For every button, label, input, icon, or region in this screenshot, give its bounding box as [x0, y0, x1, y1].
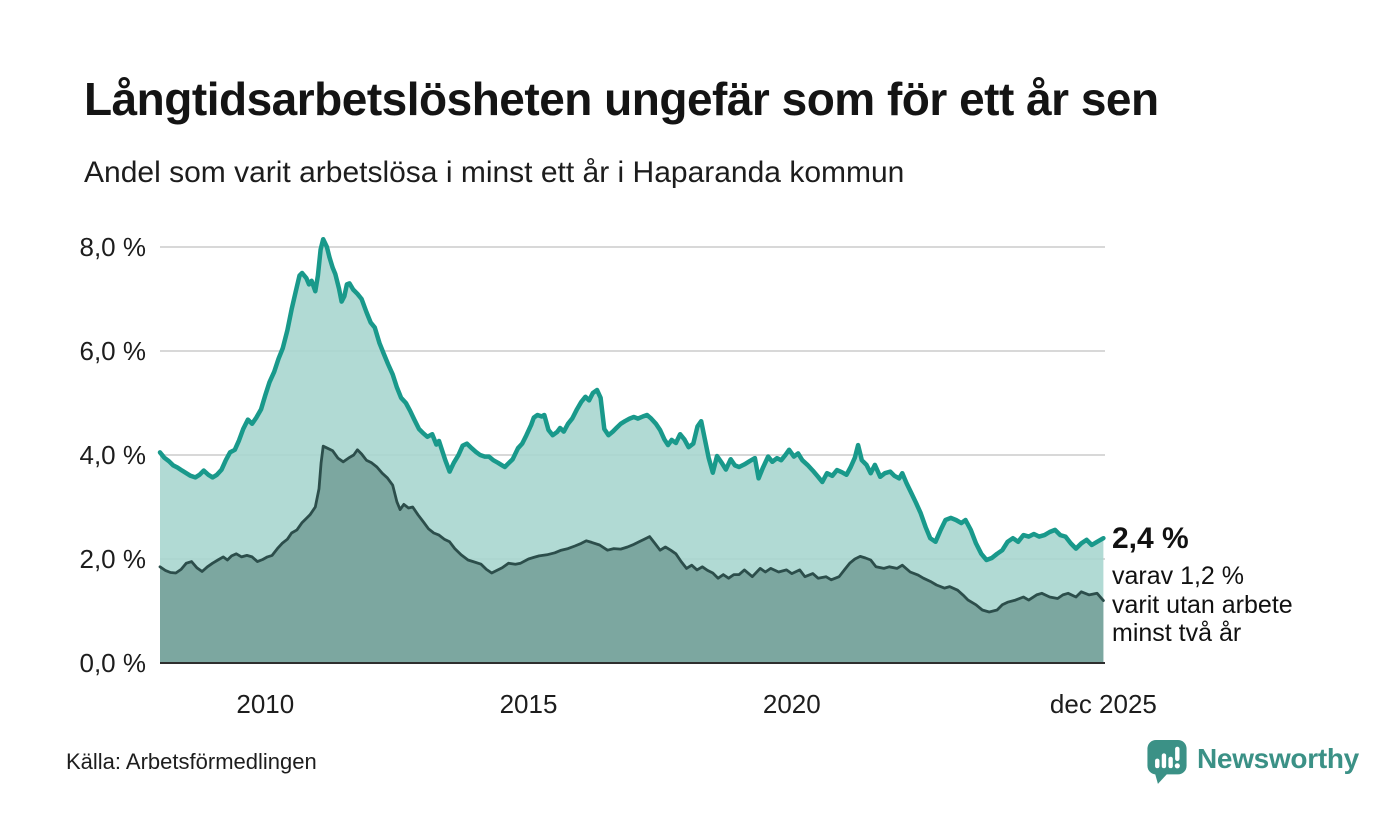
page-subtitle: Andel som varit arbetslösa i minst ett å… — [84, 156, 905, 189]
newsworthy-chart-bubble-icon — [1147, 740, 1187, 784]
bar-medium — [1168, 756, 1173, 769]
newsworthy-logo: Newsworthy — [1146, 738, 1359, 785]
exclamation-bar — [1175, 746, 1180, 762]
y-tick-label: 8,0 % — [80, 232, 147, 262]
breakdown-line: varit utan arbete — [1112, 590, 1293, 619]
bar-tall — [1161, 753, 1167, 769]
exclamation-dot — [1174, 763, 1180, 769]
line-minst-ett-år — [157, 236, 1106, 563]
x-tick-label: 2020 — [763, 689, 821, 719]
line-minst-två-år — [158, 444, 1105, 614]
x-tick-label: 2015 — [500, 689, 558, 719]
bar-small — [1155, 758, 1160, 769]
y-tick-label: 2,0 % — [80, 544, 147, 574]
x-tick-label: 2010 — [236, 689, 294, 719]
x-tick-label: dec 2025 — [1050, 689, 1157, 719]
bubble-shape — [1147, 740, 1187, 775]
newsworthy-wordmark: Newsworthy — [1197, 742, 1359, 774]
latest-breakdown-label: varav 1,2 % varit utan arbete minst två … — [1112, 562, 1293, 648]
source-label: Källa: Arbetsförmedlingen — [66, 749, 317, 774]
latest-total-value-label: 2,4 % — [1112, 522, 1189, 555]
y-tick-label: 6,0 % — [80, 336, 147, 366]
page-title: Långtidsarbetslösheten ungefär som för e… — [84, 73, 1159, 125]
y-tick-label: 4,0 % — [80, 440, 147, 470]
bubble-tail — [1154, 772, 1169, 784]
breakdown-line: varav 1,2 % — [1112, 562, 1245, 590]
breakdown-line: minst två år — [1112, 619, 1242, 647]
y-tick-label: 0,0 % — [80, 648, 147, 678]
